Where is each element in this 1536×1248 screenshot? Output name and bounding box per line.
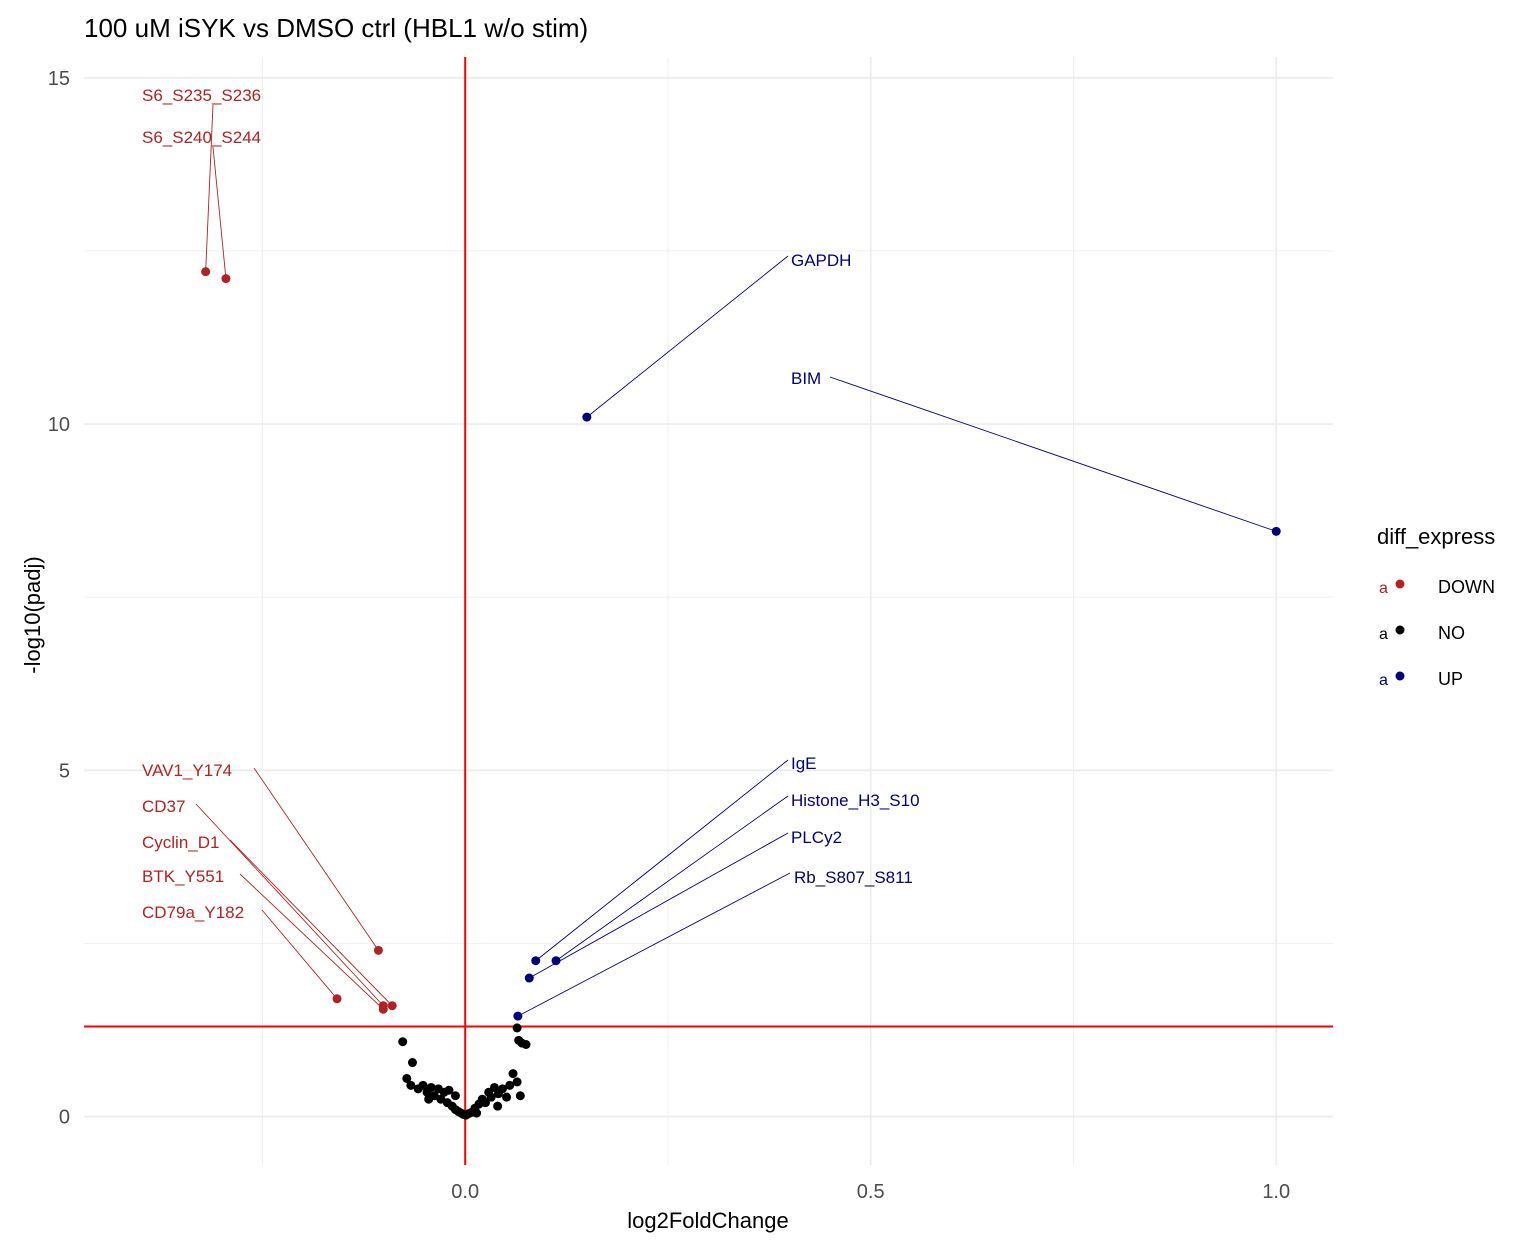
- data-point-down: [332, 994, 342, 1004]
- point-label: IgE: [791, 754, 817, 773]
- threshold-lines: [84, 57, 1333, 1165]
- data-point-no: [521, 1040, 531, 1050]
- point-label: GAPDH: [791, 251, 851, 270]
- x-tick-label: 0.5: [857, 1181, 885, 1203]
- leader-line: [535, 759, 789, 962]
- legend-label: DOWN: [1438, 577, 1495, 597]
- data-point-no: [407, 1058, 417, 1068]
- point-label: VAV1_Y174: [142, 761, 232, 780]
- data-point-down: [221, 274, 231, 284]
- axis-ticks: 0.0 0.5 1.0 0 5 10 15: [48, 68, 1290, 1203]
- legend-label: NO: [1438, 623, 1465, 643]
- data-point-no: [450, 1091, 460, 1101]
- data-point-no: [505, 1080, 515, 1090]
- legend-title: diff_express: [1377, 524, 1495, 549]
- point-label: CD79a_Y182: [142, 903, 244, 922]
- data-point-up: [551, 956, 561, 966]
- point-label: Rb_S807_S811: [794, 868, 913, 887]
- data-points: [201, 267, 1281, 1120]
- data-point-down: [387, 1001, 397, 1011]
- leader-line: [239, 873, 384, 1010]
- x-axis-title: log2FoldChange: [627, 1208, 788, 1233]
- data-point-no: [512, 1023, 522, 1033]
- point-label: Histone_H3_S10: [791, 791, 920, 810]
- leader-line: [261, 909, 338, 1000]
- data-point-no: [472, 1108, 482, 1118]
- chart-title: 100 uM iSYK vs DMSO ctrl (HBL1 w/o stim): [84, 13, 588, 43]
- y-tick-label: 10: [48, 414, 70, 436]
- legend-key-point: [1395, 671, 1405, 681]
- leader-line: [529, 832, 789, 979]
- data-point-no: [444, 1085, 454, 1095]
- data-point-down: [373, 945, 383, 955]
- data-point-no: [398, 1037, 408, 1047]
- legend-label: UP: [1438, 669, 1463, 689]
- data-point-no: [402, 1073, 412, 1083]
- point-label: S6_S240_S244: [142, 128, 261, 147]
- data-point-no: [406, 1080, 416, 1090]
- data-point-no: [493, 1101, 503, 1111]
- leader-line: [517, 872, 791, 1017]
- leader-line: [212, 146, 227, 279]
- legend-key-point: [1395, 579, 1405, 589]
- x-tick-label: 1.0: [1262, 1181, 1290, 1203]
- y-tick-label: 15: [48, 68, 70, 90]
- data-point-down: [201, 267, 211, 277]
- grid-lines: [84, 57, 1333, 1165]
- leader-line: [229, 839, 393, 1007]
- leader-line: [829, 376, 1277, 532]
- data-point-no: [480, 1098, 490, 1108]
- point-label: S6_S235_S236: [142, 86, 261, 105]
- data-point-no: [502, 1092, 512, 1102]
- legend-key-point: [1395, 625, 1405, 635]
- data-point-no: [418, 1080, 428, 1090]
- data-point-no: [512, 1077, 522, 1087]
- data-point-no: [486, 1092, 496, 1102]
- data-point-down: [378, 1004, 388, 1014]
- point-label: BIM: [791, 369, 821, 388]
- point-label: Cyclin_D1: [142, 833, 219, 852]
- leader-line: [195, 803, 384, 1007]
- data-point-up: [531, 956, 541, 966]
- y-tick-label: 5: [59, 760, 70, 782]
- leader-line: [253, 767, 379, 951]
- leader-line: [205, 104, 214, 272]
- data-point-no: [426, 1082, 436, 1092]
- leader-line: [555, 795, 789, 962]
- y-axis-title: -log10(padj): [20, 556, 45, 673]
- point-label: CD37: [142, 797, 185, 816]
- data-point-up: [524, 973, 534, 983]
- data-point-no: [508, 1069, 518, 1079]
- data-point-no: [424, 1094, 434, 1104]
- point-labels: S6_S235_S236 S6_S240_S244 VAV1_Y174 CD37 Cyc…: [142, 86, 920, 922]
- data-point-no: [515, 1091, 525, 1101]
- legend-key-glyph: a: [1379, 672, 1388, 689]
- label-leader-lines: [195, 104, 1277, 1017]
- point-label: BTK_Y551: [142, 867, 224, 886]
- x-tick-label: 0.0: [451, 1181, 479, 1203]
- y-tick-label: 0: [59, 1107, 70, 1129]
- leader-line: [586, 255, 789, 418]
- legend: diff_express a DOWN a NO a UP: [1377, 524, 1495, 689]
- data-point-up: [582, 412, 592, 422]
- legend-key-glyph: a: [1379, 580, 1388, 597]
- data-point-no: [497, 1084, 507, 1094]
- data-point-up: [513, 1011, 523, 1021]
- legend-key-glyph: a: [1379, 626, 1388, 643]
- point-label: PLCy2: [791, 828, 842, 847]
- data-point-up: [1271, 526, 1281, 536]
